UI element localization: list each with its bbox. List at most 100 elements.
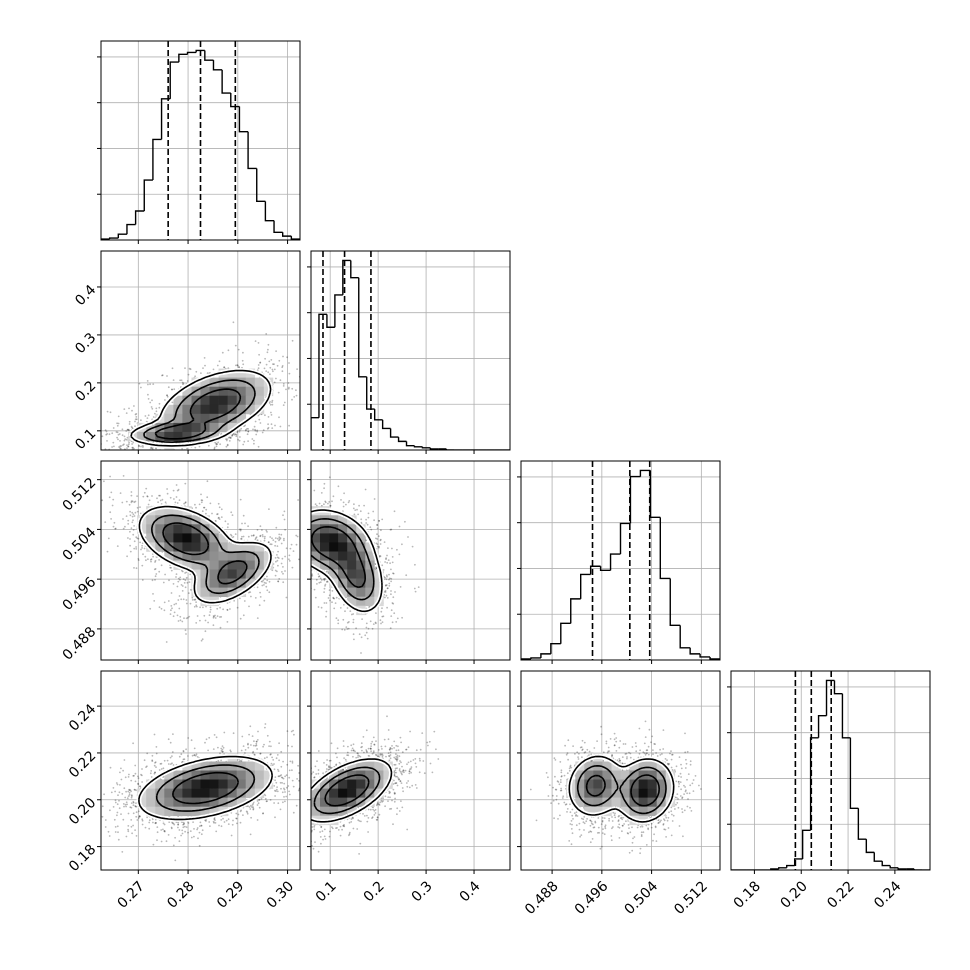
sample-point xyxy=(116,783,119,786)
sample-point xyxy=(119,492,122,494)
sample-point xyxy=(227,818,230,821)
histogram-bin xyxy=(521,658,531,660)
sample-point xyxy=(301,363,303,365)
sample-point xyxy=(188,581,191,583)
sample-point xyxy=(266,800,268,802)
sample-point xyxy=(152,416,155,418)
sample-point xyxy=(236,364,239,366)
sample-point xyxy=(195,370,198,373)
sample-point xyxy=(165,840,168,843)
density-cell xyxy=(209,422,219,433)
sample-point xyxy=(150,560,152,563)
sample-point xyxy=(263,367,266,370)
histogram-bin xyxy=(160,98,171,140)
sample-point xyxy=(279,537,282,539)
sample-point xyxy=(95,446,97,448)
sample-point xyxy=(170,592,173,594)
scatter-panel-0-3: 0.27 0.28 0.29 0.300.180.200.220.24 xyxy=(66,670,301,912)
sample-point xyxy=(178,840,181,843)
sample-point xyxy=(288,558,290,561)
sample-point xyxy=(179,615,182,618)
sample-point xyxy=(151,399,153,402)
sample-point xyxy=(281,557,284,560)
sample-point xyxy=(274,537,277,539)
sample-point xyxy=(213,821,215,824)
density-cell xyxy=(227,551,237,561)
sample-point xyxy=(178,595,181,597)
sample-point xyxy=(132,533,135,536)
sample-point xyxy=(267,348,269,351)
sample-point xyxy=(234,451,236,453)
sample-point xyxy=(206,496,209,499)
sample-point xyxy=(200,639,203,642)
sample-point xyxy=(151,579,154,582)
sample-point xyxy=(274,540,277,543)
density-cell xyxy=(191,542,201,552)
axes-frame xyxy=(310,250,511,451)
sample-point xyxy=(285,547,288,550)
sample-point xyxy=(280,542,283,545)
sample-point xyxy=(124,525,126,528)
sample-point xyxy=(203,506,206,509)
sample-point xyxy=(212,624,215,627)
sample-point xyxy=(163,601,166,604)
sample-point xyxy=(250,595,252,598)
sample-point xyxy=(280,787,282,790)
sample-point xyxy=(177,488,180,491)
sample-point xyxy=(203,614,206,617)
sample-point xyxy=(140,445,142,448)
density-cell xyxy=(182,560,192,570)
sample-point xyxy=(131,511,134,514)
sample-point xyxy=(287,744,289,747)
sample-point xyxy=(170,458,172,460)
x-tick-label: 0.24 xyxy=(871,878,904,911)
sample-point xyxy=(277,580,280,583)
sample-point xyxy=(237,348,240,351)
sample-point xyxy=(203,357,206,359)
sample-point xyxy=(131,446,134,449)
sample-point xyxy=(152,843,155,846)
sample-point xyxy=(298,558,300,561)
sample-point xyxy=(150,776,153,778)
sample-point xyxy=(182,578,185,580)
density-cell xyxy=(245,551,256,561)
sample-point xyxy=(288,424,290,427)
density-cell xyxy=(182,395,192,406)
sample-point xyxy=(288,776,291,779)
density-cell xyxy=(236,368,247,378)
sample-point xyxy=(233,433,236,436)
sample-point xyxy=(101,435,104,438)
sample-point xyxy=(279,781,282,784)
y-tick-label: 0.496 xyxy=(60,574,100,614)
sample-point xyxy=(112,441,115,444)
sample-point xyxy=(288,362,290,364)
sample-point xyxy=(259,752,262,755)
sample-point xyxy=(147,393,149,396)
histogram-bin xyxy=(413,445,423,448)
density-cell xyxy=(173,404,183,415)
sample-point xyxy=(181,447,184,450)
sample-point xyxy=(169,613,172,615)
sample-point xyxy=(162,581,165,584)
sample-point xyxy=(281,370,284,373)
sample-point xyxy=(168,579,170,582)
sample-point xyxy=(99,778,101,780)
sample-point xyxy=(240,427,243,430)
sample-point xyxy=(287,382,290,384)
sample-point xyxy=(270,753,272,755)
sample-point xyxy=(174,859,177,862)
sample-point xyxy=(156,457,158,459)
sample-point xyxy=(185,617,188,620)
sample-point xyxy=(137,558,140,560)
sample-point xyxy=(114,527,117,530)
density-cell xyxy=(218,551,228,561)
sample-point xyxy=(159,499,162,502)
sample-point xyxy=(242,351,244,354)
contour-line xyxy=(151,514,260,595)
sample-point xyxy=(161,374,163,377)
sample-point xyxy=(187,616,189,619)
sample-point xyxy=(234,533,237,535)
sample-point xyxy=(282,385,285,387)
sample-point xyxy=(99,443,101,445)
